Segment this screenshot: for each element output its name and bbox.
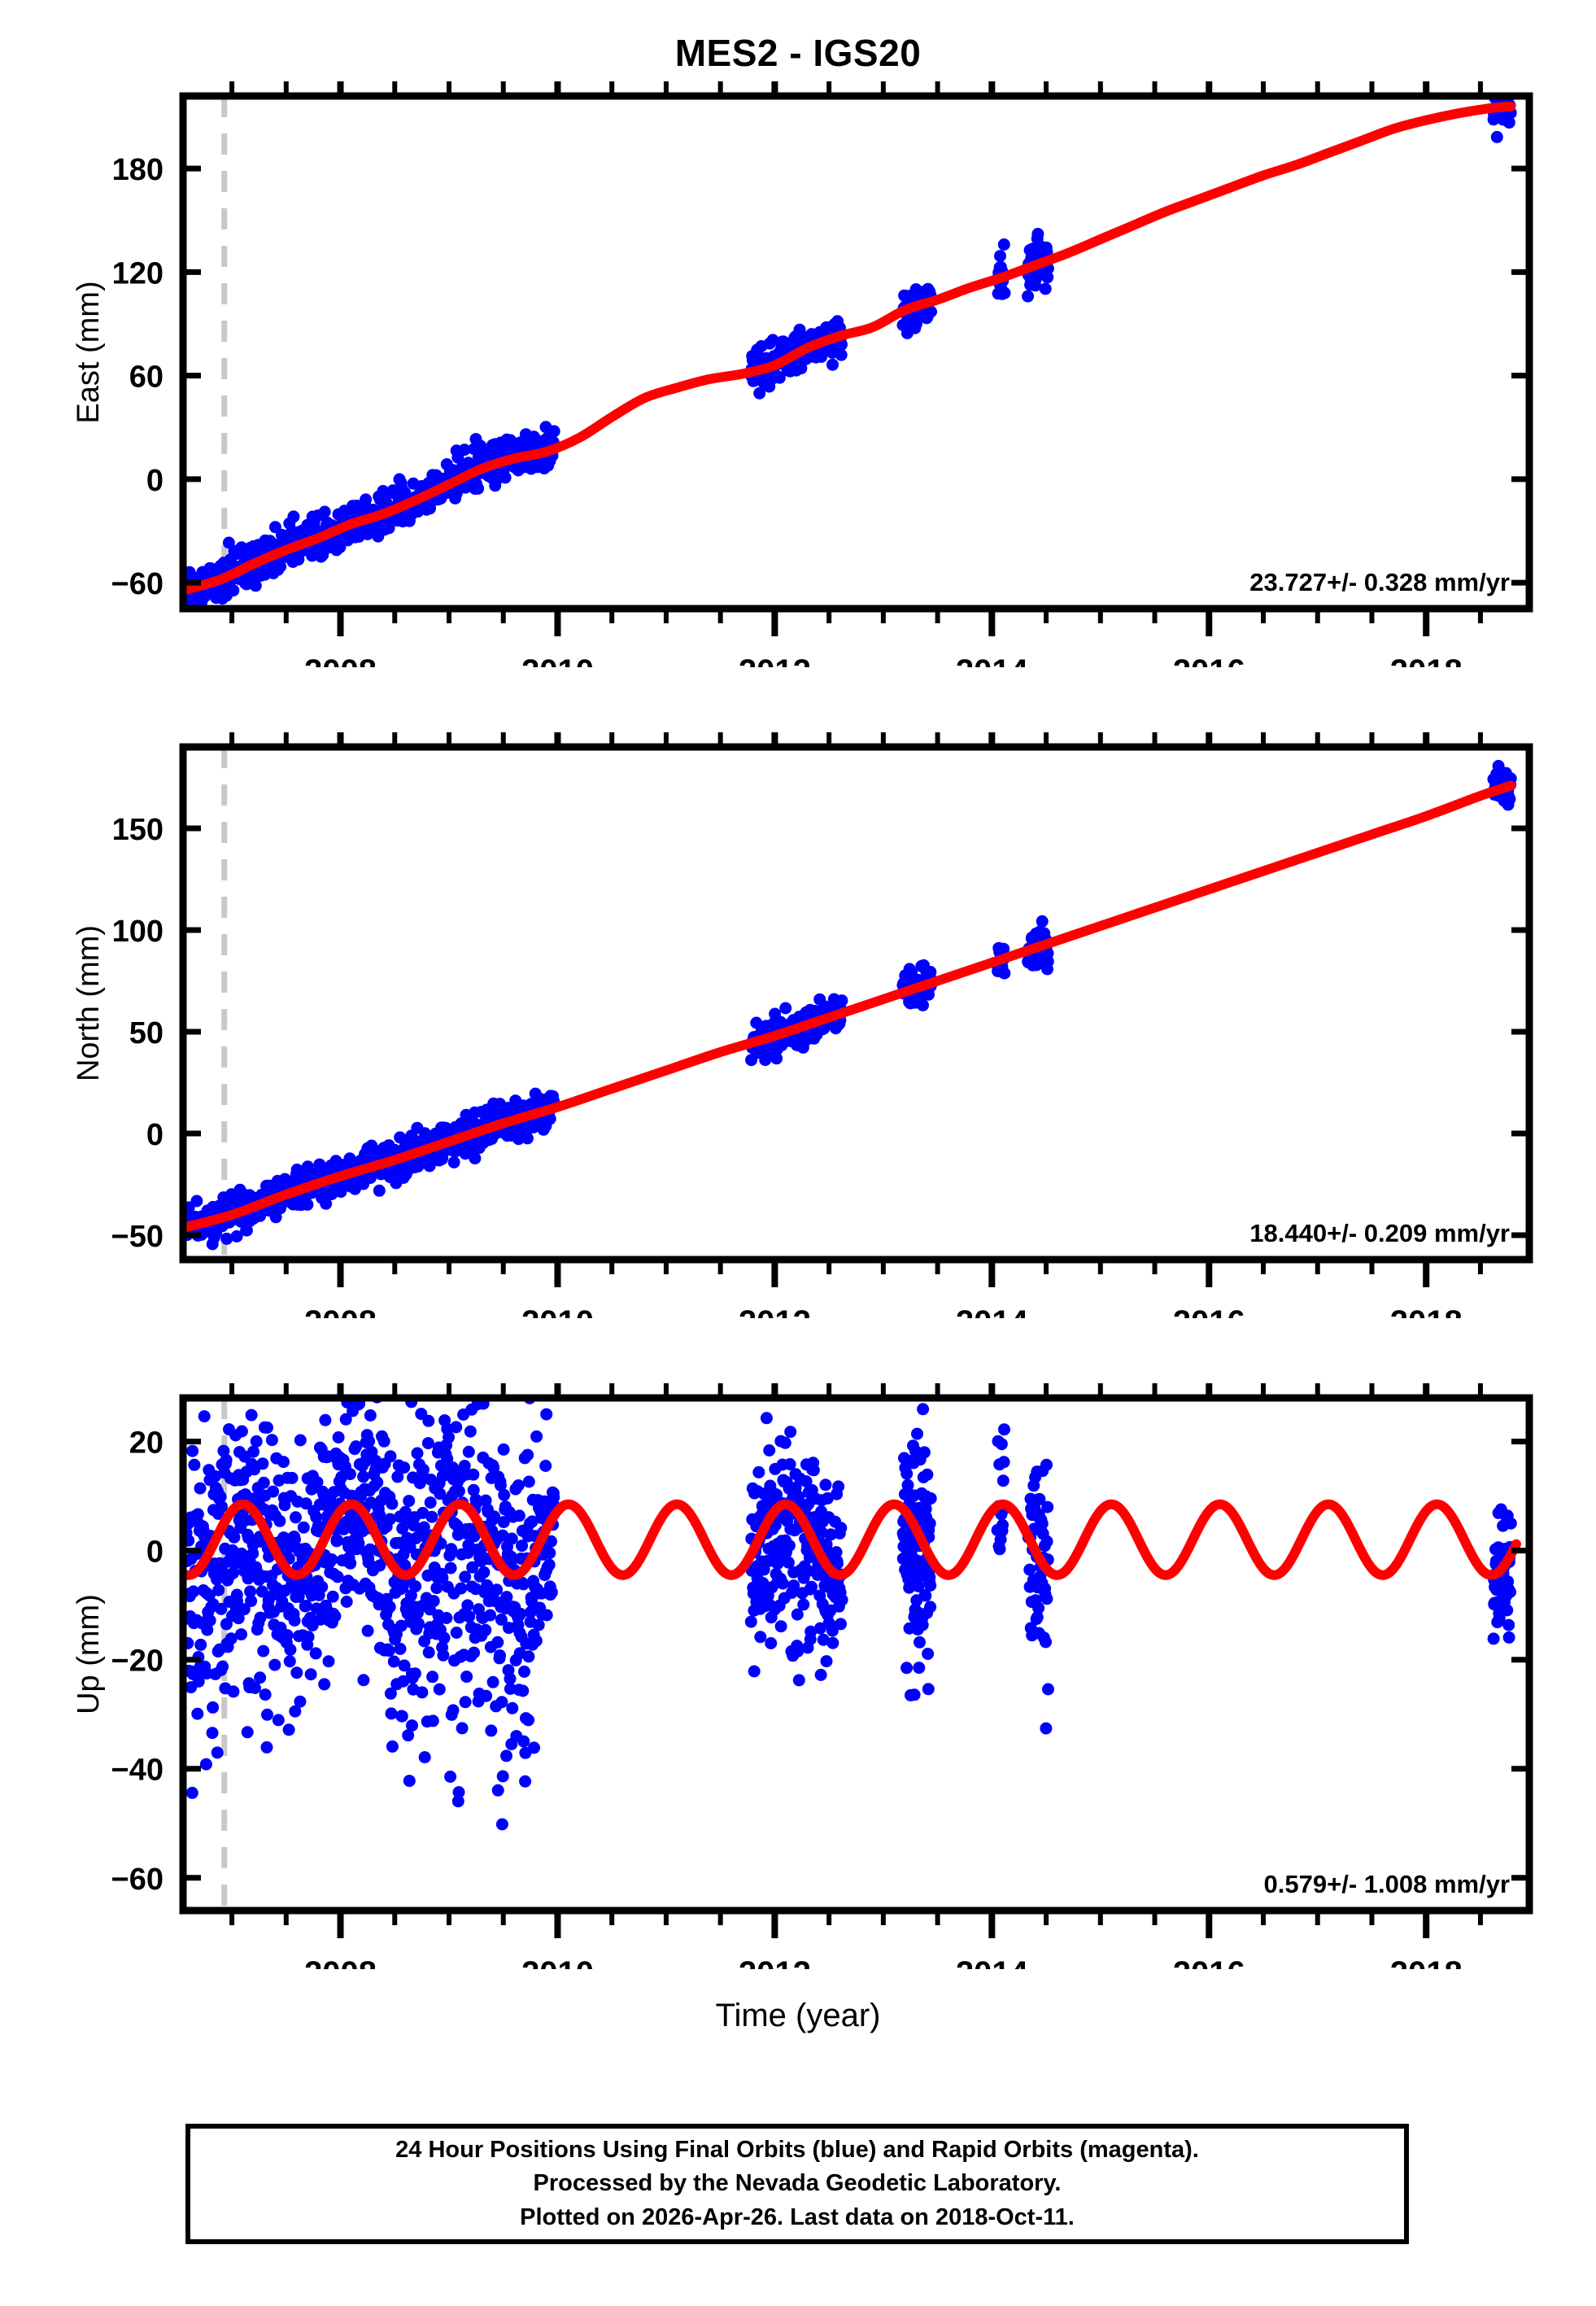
- x-tick-label: 2008: [304, 653, 377, 667]
- y-tick-label: −50: [111, 1220, 164, 1254]
- y-tick-label: 60: [129, 360, 164, 395]
- x-tick-label: 2016: [1173, 1304, 1245, 1318]
- x-tick-label: 2016: [1173, 1955, 1245, 1969]
- y-axis-label-up: Up (mm): [72, 1594, 106, 1714]
- x-tick-label: 2008: [304, 1304, 377, 1318]
- x-tick-label: 2012: [739, 1304, 811, 1318]
- x-tick-label: 2010: [521, 653, 594, 667]
- caption-box: 24 Hour Positions Using Final Orbits (bl…: [185, 2124, 1409, 2244]
- y-axis-label-east: East (mm): [72, 281, 106, 424]
- y-tick-label: 20: [129, 1426, 164, 1461]
- x-tick-label: 2014: [956, 1955, 1029, 1969]
- fit-line: [183, 1499, 1521, 1580]
- axes-frame: [179, 92, 1533, 613]
- y-tick-label: 0: [146, 464, 164, 498]
- y-axis-ticks: 180 120 60 0 −60: [111, 153, 1529, 601]
- x-tick-label: 2012: [739, 653, 811, 667]
- y-tick-label: 180: [112, 153, 164, 187]
- page-title: MES2 - IGS20: [674, 32, 922, 74]
- x-axis-ticks: 2008 2010 2012 2014 2016 2018: [229, 732, 1483, 1318]
- y-tick-label: 120: [112, 256, 164, 290]
- chart-panel-north: 150 100 50 0 −50 2008 2010 2012 2014 2016 2018 18.4…: [0, 732, 1596, 1318]
- y-tick-label: 150: [112, 813, 164, 847]
- y-tick-label: −40: [111, 1754, 164, 1788]
- y-tick-label: −20: [111, 1644, 164, 1679]
- axes-frame: [179, 743, 1533, 1264]
- plot-area-east: 180 120 60 0 −60 2008 2010 2012 2014 2016 2018 23.7…: [111, 81, 1533, 667]
- rate-annotation-north: 18.440+/- 0.209 mm/yr: [1249, 1219, 1510, 1247]
- rate-annotation-up: 0.579+/- 1.008 mm/yr: [1264, 1870, 1510, 1898]
- caption-line-3: Plotted on 2026-Apr-26. Last data on 201…: [520, 2203, 1075, 2230]
- data-layer-north: [183, 747, 1517, 1260]
- data-layer-east: [183, 96, 1517, 609]
- x-tick-label: 2018: [1390, 1304, 1463, 1318]
- y-axis-ticks: 20 0 −20 −40 −60: [111, 1426, 1529, 1897]
- x-axis-ticks: 2008 2010 2012 2014 2016 2018: [229, 81, 1483, 667]
- x-axis-label: Time (year): [715, 1998, 881, 2033]
- y-tick-label: 0: [146, 1118, 164, 1152]
- x-tick-label: 2016: [1173, 653, 1245, 667]
- y-tick-label: 50: [129, 1016, 164, 1050]
- x-tick-label: 2010: [521, 1304, 594, 1318]
- x-axis-ticks: 2008 2010 2012 2014 2016 2018: [229, 1383, 1483, 1969]
- data-layer-up: [183, 1398, 1521, 1911]
- y-tick-label: −60: [111, 1863, 164, 1897]
- x-tick-label: 2012: [739, 1955, 811, 1969]
- fit-line: [183, 780, 1516, 1232]
- caption-line-2: Processed by the Nevada Geodetic Laborat…: [533, 2170, 1062, 2197]
- y-tick-label: 0: [146, 1535, 164, 1570]
- y-tick-label: 100: [112, 915, 164, 949]
- chart-panel-up: 20 0 −20 −40 −60 2008 2010 2012 2014 2016 2018 0.57…: [0, 1383, 1596, 1969]
- x-tick-label: 2018: [1390, 653, 1463, 667]
- caption-line-1: 24 Hour Positions Using Final Orbits (bl…: [395, 2137, 1199, 2164]
- y-tick-label: −60: [111, 567, 164, 601]
- x-tick-label: 2010: [521, 1955, 594, 1969]
- chart-panel-east: 180 120 60 0 −60 2008 2010 2012 2014 2016 2018 23.7…: [0, 81, 1596, 667]
- axes-frame: [179, 1394, 1533, 1915]
- fit-line: [183, 101, 1516, 595]
- y-axis-label-north: North (mm): [72, 924, 106, 1082]
- y-axis-ticks: 150 100 50 0 −50: [111, 813, 1529, 1254]
- x-tick-label: 2014: [956, 653, 1029, 667]
- x-tick-label: 2018: [1390, 1955, 1463, 1969]
- x-tick-label: 2008: [304, 1955, 377, 1969]
- x-tick-label: 2014: [956, 1304, 1029, 1318]
- plot-area-up: 20 0 −20 −40 −60 2008 2010 2012 2014 2016 2018 0.57…: [111, 1383, 1533, 1969]
- plot-area-north: 150 100 50 0 −50 2008 2010 2012 2014 2016 2018 18.4…: [111, 732, 1533, 1318]
- rate-annotation-east: 23.727+/- 0.328 mm/yr: [1249, 568, 1510, 596]
